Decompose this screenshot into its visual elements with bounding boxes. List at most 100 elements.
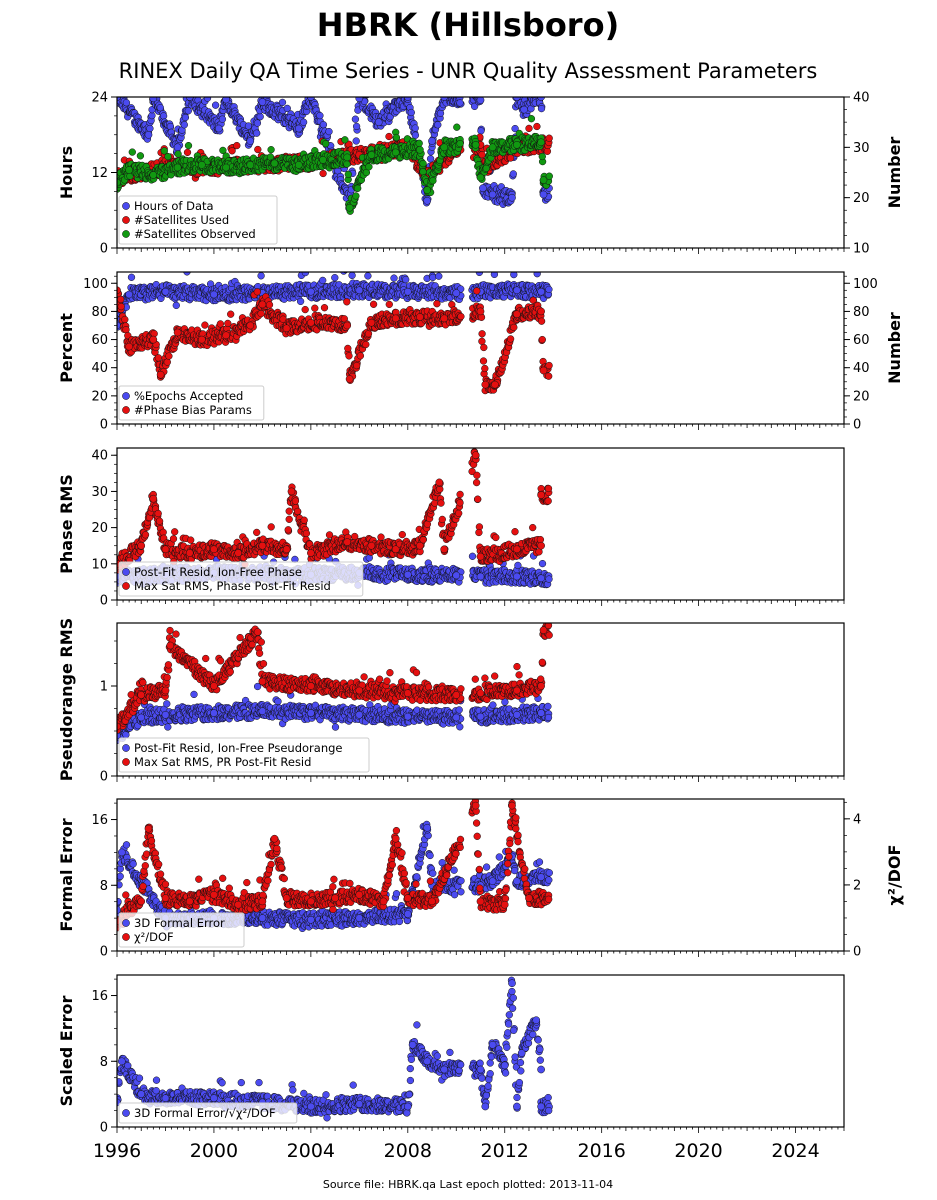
data-point (471, 140, 480, 149)
data-point (477, 127, 485, 135)
data-point (165, 352, 173, 360)
data-point (222, 331, 230, 340)
data-point (301, 305, 309, 314)
data-point (299, 118, 308, 126)
data-point (537, 317, 546, 325)
data-point (180, 121, 188, 129)
data-point (435, 272, 443, 280)
data-point (476, 307, 485, 316)
data-point (233, 141, 241, 150)
data-point (310, 97, 313, 98)
data-point (533, 122, 541, 131)
data-point (441, 88, 448, 95)
data-point (538, 335, 546, 344)
data-point (117, 295, 125, 304)
data-point (506, 335, 515, 343)
data-point (533, 83, 540, 90)
data-point (482, 164, 490, 172)
legend-label: #Satellites Observed (134, 227, 256, 241)
y-tick-label: 60 (91, 333, 108, 348)
y-right-tick-label: 20 (853, 389, 870, 404)
data-point (343, 298, 351, 306)
data-point (545, 134, 553, 142)
data-point (125, 342, 133, 351)
series-1 (117, 83, 553, 212)
data-point (452, 289, 461, 297)
data-point (403, 287, 412, 296)
data-point (345, 375, 354, 383)
legend-label: %Epochs Accepted (134, 389, 243, 403)
data-point (402, 275, 410, 284)
data-point (246, 321, 255, 330)
data-point (537, 138, 545, 147)
data-point (352, 137, 360, 145)
data-point (545, 361, 553, 370)
data-point (488, 143, 497, 152)
data-point (352, 192, 360, 200)
data-point (509, 170, 517, 178)
data-point (222, 97, 230, 104)
data-point (173, 143, 182, 152)
data-point (545, 172, 553, 180)
data-point (355, 286, 364, 295)
data-point (163, 358, 171, 366)
data-point (159, 112, 168, 120)
data-point (265, 301, 274, 309)
data-point (356, 352, 365, 360)
data-point (407, 108, 415, 117)
data-point (423, 186, 432, 194)
data-point (253, 129, 261, 137)
legend-box (118, 195, 278, 245)
data-point (183, 148, 192, 157)
data-point (258, 300, 267, 309)
data-point (367, 318, 376, 327)
data-point (345, 203, 354, 212)
data-point (253, 288, 261, 296)
data-point (537, 287, 545, 296)
data-point (446, 97, 449, 98)
data-point (539, 366, 548, 375)
data-points (117, 83, 553, 215)
data-point (456, 139, 464, 148)
data-point (415, 139, 423, 147)
data-point (214, 124, 223, 133)
data-point (184, 107, 192, 115)
data-point (478, 330, 486, 338)
y-tick-label: 100 (83, 277, 108, 292)
data-point (434, 121, 442, 129)
data-point (510, 323, 518, 332)
data-point (201, 321, 209, 329)
data-point (354, 184, 362, 192)
data-point (149, 335, 158, 344)
data-point (311, 304, 319, 312)
chart-panel-2: 020406080100Percent020406080100Number%Ep… (57, 271, 904, 433)
y-right-tick-label: 80 (853, 305, 870, 320)
data-point (510, 272, 518, 279)
data-point (149, 171, 158, 179)
data-point (253, 119, 262, 127)
y-right-tick-label: 30 (853, 141, 870, 156)
data-point (294, 161, 303, 169)
data-point (480, 343, 488, 352)
data-point (307, 287, 315, 296)
data-point (478, 337, 486, 345)
legend-marker (122, 392, 130, 400)
data-point (224, 319, 232, 328)
data-point (331, 274, 339, 282)
data-point (197, 161, 206, 169)
data-point (319, 169, 327, 178)
y-tick-label: 80 (91, 305, 108, 320)
data-point (210, 290, 218, 299)
data-point (477, 87, 484, 94)
data-point (125, 166, 133, 174)
data-point (426, 155, 435, 163)
data-point (476, 173, 485, 182)
data-point (164, 152, 172, 161)
data-point (527, 115, 536, 123)
data-point (385, 300, 393, 309)
data-point (154, 354, 163, 362)
data-point (440, 143, 449, 152)
data-point (401, 87, 408, 94)
series-2 (117, 286, 553, 395)
data-point (436, 109, 445, 117)
